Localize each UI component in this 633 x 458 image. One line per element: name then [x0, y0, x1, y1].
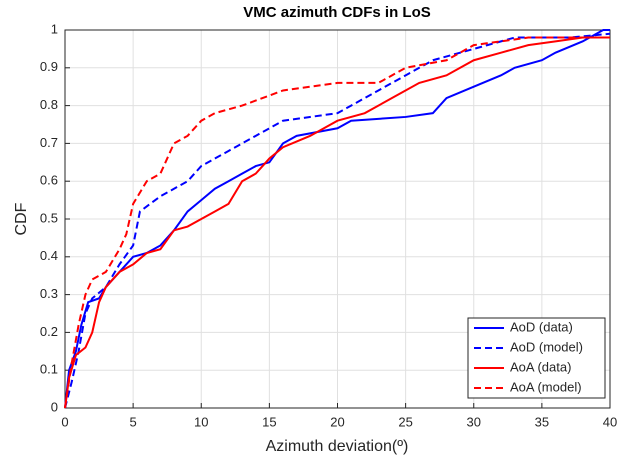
y-tick-label: 1 [51, 21, 58, 36]
legend-label: AoD (data) [510, 319, 573, 334]
legend-label: AoA (data) [510, 359, 571, 374]
x-tick-label: 35 [535, 414, 549, 429]
series-line [64, 36, 610, 409]
plot-frame [64, 29, 611, 409]
x-tick-label: 40 [603, 414, 617, 429]
series-line [64, 32, 611, 409]
y-tick-label: 0.4 [40, 248, 58, 263]
y-tick-label: 0.8 [40, 97, 58, 112]
y-tick-label: 0.9 [40, 59, 58, 74]
x-tick-label: 10 [194, 414, 208, 429]
chart-title: VMC azimuth CDFs in LoS [243, 4, 431, 21]
y-tick-label: 0.6 [40, 173, 58, 188]
x-tick-label: 30 [467, 414, 481, 429]
legend-label: AoA (model) [510, 379, 582, 394]
y-tick-label: 0.5 [40, 210, 58, 225]
y-tick-label: 0.7 [40, 135, 58, 150]
x-axis-label: Azimuth deviation(º) [266, 438, 409, 455]
y-axis-label: CDF [13, 202, 30, 235]
y-tick-label: 0 [51, 399, 58, 414]
y-tick-label: 0.1 [40, 362, 58, 377]
x-tick-label: 20 [330, 414, 344, 429]
series-line [64, 36, 610, 409]
x-tick-label: 0 [61, 414, 68, 429]
legend-box [467, 317, 606, 399]
y-tick-label: 0.3 [40, 286, 58, 301]
x-tick-label: 5 [130, 414, 137, 429]
legend-label: AoD (model) [510, 339, 583, 354]
x-tick-label: 15 [262, 414, 276, 429]
x-tick-label: 25 [398, 414, 412, 429]
y-tick-label: 0.2 [40, 324, 58, 339]
